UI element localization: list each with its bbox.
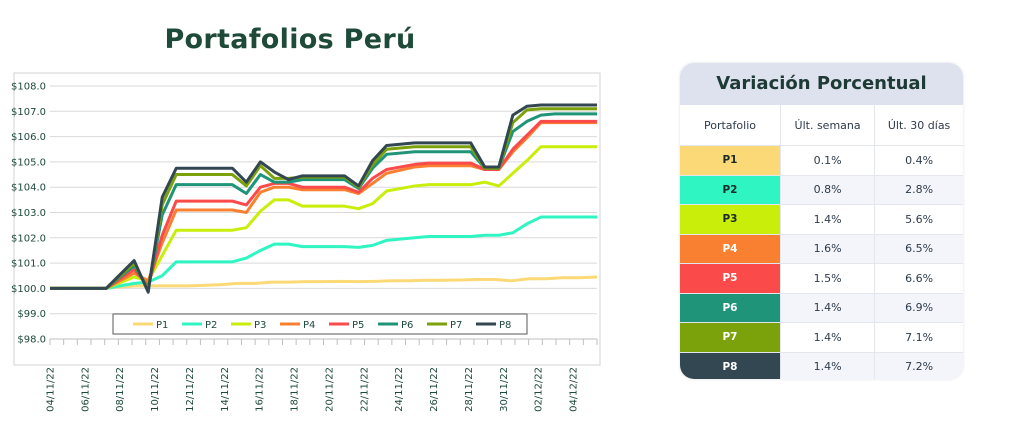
x-tick-label: 16/11/22	[255, 367, 266, 412]
y-tick-label: $98.0	[17, 335, 46, 346]
table-row: P8 1.4% 7.2%	[680, 352, 963, 379]
month-change-cell: 0.4%	[874, 145, 963, 176]
portfolio-cell: P6	[680, 293, 781, 323]
portfolio-cell: P4	[680, 234, 781, 264]
portfolio-cell: P7	[680, 322, 781, 353]
series-line-p2	[50, 215, 597, 290]
y-tick-label: $106.0	[11, 132, 46, 143]
week-change-cell: 0.8%	[780, 175, 876, 205]
table-row: P5 1.5% 6.6%	[680, 263, 963, 294]
table-header-row: Portafolio Últ. semana Últ. 30 días	[680, 105, 963, 146]
legend-box	[112, 313, 528, 335]
x-tick-label: 30/11/22	[499, 367, 510, 412]
portfolio-cell: P2	[680, 175, 781, 205]
table-row: P3 1.4% 5.6%	[680, 204, 963, 235]
x-axis: 04/11/22 06/11/22 08/11/22 10/11/22 12/11/22…	[46, 338, 598, 412]
month-change-cell: 6.5%	[874, 234, 963, 264]
col-header-month: Últ. 30 días	[874, 105, 963, 146]
col-header-portfolio: Portafolio	[680, 105, 781, 146]
variation-table-card: Variación Porcentual Portafolio Últ. sem…	[680, 63, 963, 379]
y-tick-label: $104.0	[11, 183, 46, 194]
month-change-cell: 6.9%	[874, 293, 963, 323]
portfolio-cell: P1	[680, 145, 781, 176]
x-tick-label: 24/11/22	[394, 367, 405, 412]
portfolio-cell: P3	[680, 204, 781, 235]
x-tick-label: 04/12/22	[569, 367, 580, 412]
series-layer	[50, 103, 598, 294]
week-change-cell: 1.4%	[780, 322, 876, 353]
series-line-p1	[50, 275, 598, 290]
legend-label: P5	[352, 320, 364, 331]
week-change-cell: 1.4%	[780, 204, 876, 235]
y-tick-label: $108.0	[11, 82, 46, 93]
y-tick-label: $103.0	[11, 208, 46, 219]
table-row: P1 0.1% 0.4%	[680, 145, 963, 176]
y-tick-label: $107.0	[11, 107, 46, 118]
week-change-cell: 1.6%	[780, 234, 876, 264]
table-row: P6 1.4% 6.9%	[680, 293, 963, 323]
x-tick-label: 12/11/22	[185, 367, 196, 412]
x-tick-label: 22/11/22	[359, 367, 370, 412]
x-tick-label: 02/12/22	[534, 367, 545, 412]
x-tick-label: 20/11/22	[324, 367, 335, 412]
table-row: P2 0.8% 2.8%	[680, 175, 963, 205]
month-change-cell: 7.2%	[874, 352, 963, 379]
x-tick-label: 10/11/22	[150, 367, 161, 412]
table-row: P4 1.6% 6.5%	[680, 234, 963, 264]
week-change-cell: 0.1%	[780, 145, 876, 176]
month-change-cell: 2.8%	[874, 175, 963, 205]
y-tick-label: $100.0	[11, 284, 46, 295]
y-tick-label: $102.0	[11, 233, 46, 244]
legend-label: P6	[401, 320, 413, 331]
legend-label: P3	[254, 320, 266, 331]
y-tick-label: $99.0	[17, 309, 46, 320]
line-chart: $98.0 $99.0 $100.0 $101.0 $102.0 $103.0 $104.0…	[11, 72, 601, 412]
chart-title: Portafolios Perú	[164, 24, 416, 55]
x-tick-label: 06/11/22	[80, 367, 91, 412]
x-tick-label: 26/11/22	[429, 367, 440, 412]
variation-table: Portafolio Últ. semana Últ. 30 días P1 0.…	[680, 105, 963, 379]
portfolio-cell: P5	[680, 263, 781, 294]
week-change-cell: 1.5%	[780, 263, 876, 294]
portfolio-cell: P8	[680, 352, 781, 379]
y-tick-label: $105.0	[11, 157, 46, 168]
x-tick-label: 14/11/22	[220, 367, 231, 412]
legend-label: P7	[450, 320, 462, 331]
y-axis: $98.0 $99.0 $100.0 $101.0 $102.0 $103.0 $104.0…	[11, 82, 46, 346]
table-body: P1 0.1% 0.4% P2 0.8% 2.8% P3 1.4% 5.6% P4 1.6% 6.5%…	[680, 145, 963, 379]
legend-label: P4	[303, 320, 315, 331]
x-tick-label: 04/11/22	[46, 367, 57, 412]
month-change-cell: 6.6%	[874, 263, 963, 294]
legend-label: P8	[499, 320, 511, 331]
month-change-cell: 5.6%	[874, 204, 963, 235]
series-line-p3	[50, 145, 597, 290]
x-tick-label: 08/11/22	[115, 367, 126, 412]
x-tick-label: 18/11/22	[290, 367, 301, 412]
month-change-cell: 7.1%	[874, 322, 963, 353]
y-tick-label: $101.0	[11, 259, 46, 270]
x-tick-label: 28/11/22	[464, 367, 475, 412]
col-header-week: Últ. semana	[780, 105, 876, 146]
table-title: Variación Porcentual	[680, 63, 963, 105]
table-row: P7 1.4% 7.1%	[680, 322, 963, 353]
legend-label: P1	[156, 320, 168, 331]
legend: P1 P2 P3 P4 P5 P6 P7 P8	[112, 313, 528, 335]
week-change-cell: 1.4%	[780, 352, 876, 379]
week-change-cell: 1.4%	[780, 293, 876, 323]
series-line-p8	[50, 103, 597, 294]
legend-label: P2	[205, 320, 217, 331]
